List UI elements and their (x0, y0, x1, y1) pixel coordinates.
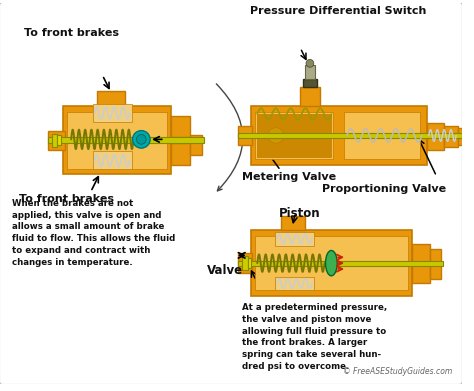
Ellipse shape (326, 251, 337, 276)
Bar (445, 126, 458, 135)
Bar (98, 91, 125, 106)
Text: At a predetermined pressure,
the valve and piston move
allowing full fluid press: At a predetermined pressure, the valve a… (242, 303, 387, 371)
Bar (251, 106, 427, 165)
FancyBboxPatch shape (0, 2, 463, 385)
Circle shape (268, 128, 283, 143)
Text: Piston: Piston (279, 206, 320, 220)
Bar (57, 135, 62, 145)
Bar (344, 112, 420, 159)
Bar (238, 126, 253, 145)
Bar (242, 256, 247, 270)
Bar (67, 112, 167, 169)
Bar (251, 230, 412, 296)
Text: To front brakes: To front brakes (19, 194, 115, 204)
Bar (275, 232, 314, 246)
Bar (238, 253, 253, 273)
Text: Valve: Valve (207, 264, 243, 277)
Bar (92, 151, 132, 169)
Text: Pressure Differential Switch: Pressure Differential Switch (250, 6, 427, 16)
FancyArrowPatch shape (216, 84, 243, 191)
Circle shape (133, 131, 150, 148)
Bar (412, 244, 430, 283)
Bar (238, 133, 462, 138)
Text: © FreeASEStudyGuides.com: © FreeASEStudyGuides.com (343, 367, 452, 376)
Bar (52, 133, 57, 147)
Bar (430, 265, 441, 279)
Bar (92, 104, 132, 122)
Bar (281, 216, 305, 230)
Bar (303, 79, 317, 87)
Bar (64, 106, 171, 174)
Bar (430, 249, 441, 263)
Bar (255, 112, 333, 159)
Bar (257, 114, 331, 157)
Bar (458, 128, 470, 145)
Text: To front brakes: To front brakes (24, 28, 119, 38)
Bar (48, 137, 204, 143)
Bar (427, 123, 445, 150)
Text: When the brakes are not
applied, this valve is open and
allows a small amount of: When the brakes are not applied, this va… (12, 199, 175, 267)
Bar (190, 135, 202, 155)
Bar (305, 65, 315, 79)
Text: Metering Valve: Metering Valve (242, 172, 336, 181)
Bar (238, 261, 443, 265)
Bar (171, 116, 190, 137)
Circle shape (306, 59, 314, 67)
Text: Proportioning Valve: Proportioning Valve (321, 184, 446, 194)
Circle shape (137, 135, 146, 144)
Bar (247, 258, 251, 268)
Bar (255, 236, 408, 291)
Bar (445, 137, 458, 147)
Bar (275, 277, 314, 291)
Bar (171, 143, 190, 165)
Bar (300, 87, 319, 106)
Bar (48, 131, 65, 150)
